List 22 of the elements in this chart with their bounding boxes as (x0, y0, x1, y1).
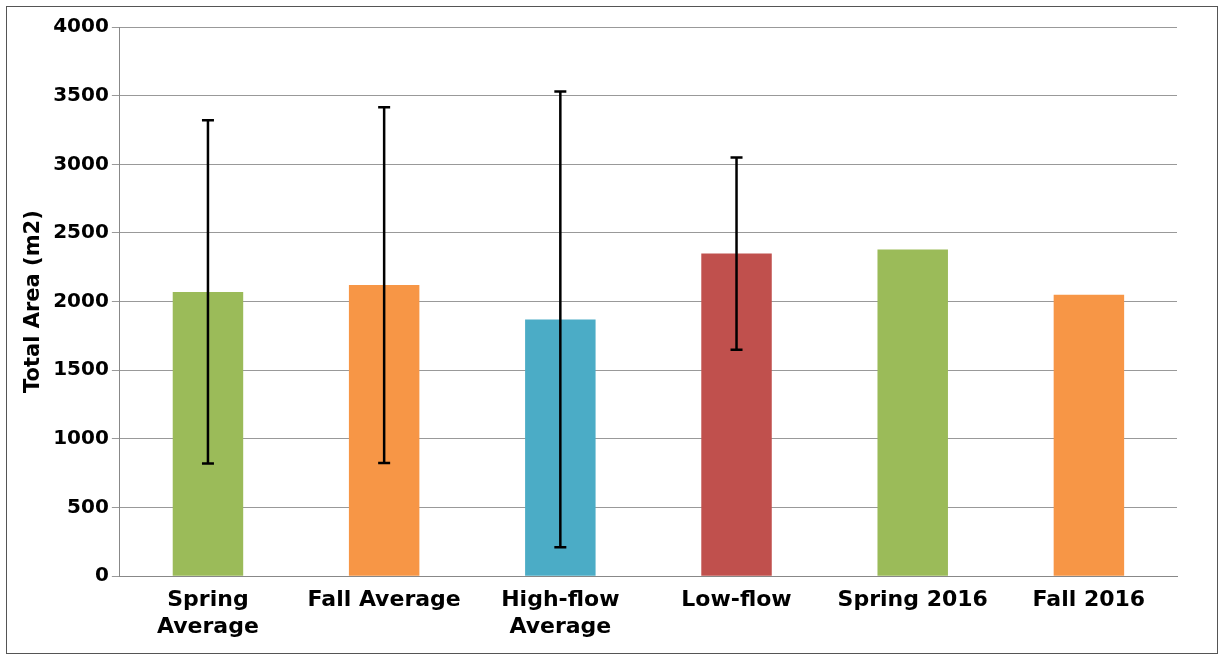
y-tick-label: 0 (94, 562, 109, 587)
x-tick-label: Spring Average (157, 586, 259, 638)
x-tick-label: Fall Average (307, 586, 461, 612)
x-tick-label: Spring 2016 (837, 586, 988, 612)
y-axis-title: Total Area (m2) (20, 210, 45, 393)
x-tick-label: Low-flow (681, 586, 792, 612)
x-tick-label: High-flow Average (501, 586, 620, 638)
x-tick-label: Fall 2016 (1032, 586, 1146, 612)
y-tick-label: 2500 (53, 219, 109, 244)
bar (172, 291, 244, 576)
y-tick-label: 500 (67, 493, 109, 518)
y-tick-label: 1000 (53, 425, 109, 450)
bar (701, 253, 772, 576)
bar (525, 319, 596, 576)
bar (1053, 294, 1125, 576)
bar (348, 285, 420, 576)
y-tick-label: 4000 (53, 13, 109, 38)
bar (877, 249, 948, 576)
y-tick-label: 3000 (53, 150, 109, 175)
y-tick-label: 1500 (53, 356, 109, 381)
y-tick-label: 2000 (53, 287, 109, 312)
y-tick-label: 3500 (53, 81, 109, 106)
